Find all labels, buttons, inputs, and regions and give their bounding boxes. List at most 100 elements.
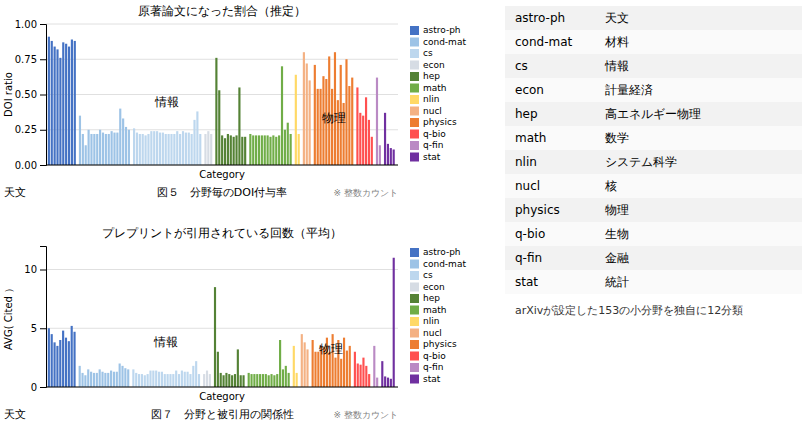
bar — [373, 346, 375, 387]
bar — [387, 378, 389, 387]
legend-item: cs — [410, 270, 433, 280]
legend-swatch — [410, 84, 419, 93]
bar — [371, 137, 373, 165]
bar — [65, 338, 67, 387]
legend-item: nlin — [410, 316, 439, 326]
y-tick-label: 10 — [24, 264, 37, 275]
legend-label: cond-mat — [423, 37, 466, 47]
chart: 0.000.250.500.751.00原著論文になった割合（推定）DOI ra… — [3, 4, 466, 199]
bar — [133, 128, 135, 165]
bar — [119, 364, 121, 388]
legend-label: astro-ph — [423, 25, 461, 35]
table-value: 物理 — [605, 203, 629, 217]
bar — [314, 65, 316, 165]
bar — [368, 120, 370, 165]
bar — [71, 40, 73, 165]
legend: astro-phcond-matcseconhepmathnlinnuclphy… — [410, 247, 466, 384]
y-axis-line — [40, 247, 47, 388]
legend-swatch — [410, 294, 419, 303]
bar — [393, 258, 395, 387]
legend-label: astro-ph — [423, 247, 461, 257]
bar — [267, 135, 269, 165]
bar — [256, 374, 258, 387]
bar — [214, 287, 216, 387]
legend-swatch — [410, 95, 419, 104]
bar — [84, 375, 86, 387]
bar — [81, 373, 83, 387]
bar — [365, 97, 367, 165]
bar — [225, 373, 227, 387]
table-row — [505, 150, 802, 174]
bar — [230, 135, 232, 165]
bar — [224, 138, 226, 165]
y-tick-label: 0.25 — [15, 124, 37, 135]
legend-item: math — [410, 305, 447, 315]
bar — [242, 375, 244, 387]
y-tick: 0 — [31, 382, 46, 393]
bar — [317, 352, 319, 387]
bar — [170, 134, 172, 165]
page: 0.000.250.500.751.00原著論文になった割合（推定）DOI ra… — [0, 0, 807, 443]
table-key: cond-mat — [515, 35, 573, 49]
bar — [249, 134, 251, 165]
bar — [62, 42, 64, 165]
bar — [56, 49, 58, 165]
table-value: 核 — [604, 179, 617, 193]
legend-swatch — [410, 329, 419, 338]
y-tick: 1.00 — [15, 19, 46, 30]
bar — [111, 131, 113, 165]
bar — [138, 374, 140, 387]
bar — [198, 374, 200, 387]
bar — [187, 372, 189, 387]
legend-swatch — [410, 153, 419, 162]
caption: 図７ 分野と被引用の関係性 — [151, 408, 294, 421]
bar — [161, 372, 163, 387]
table-value: 統計 — [605, 275, 629, 289]
bar — [295, 75, 297, 165]
bar — [73, 332, 75, 387]
bar — [258, 135, 260, 165]
bar — [113, 133, 115, 165]
bar — [317, 89, 319, 165]
legend-label: q-fin — [423, 140, 443, 150]
legend-label: cs — [423, 48, 433, 58]
legend-label: physics — [423, 117, 457, 127]
bar — [105, 134, 107, 165]
grid-line — [46, 165, 398, 166]
y-tick-label: 0.00 — [15, 160, 37, 171]
bar — [334, 358, 336, 387]
table-value: 材料 — [604, 35, 629, 49]
bar — [279, 340, 281, 387]
legend-item: cs — [410, 48, 433, 58]
bar — [113, 372, 115, 387]
bar — [179, 134, 181, 165]
bar — [276, 374, 278, 387]
legend-label: econ — [423, 282, 445, 292]
bar — [184, 372, 186, 387]
bar — [206, 371, 208, 387]
bar — [252, 135, 254, 165]
legend-swatch — [410, 375, 419, 384]
legend-item: astro-ph — [410, 25, 461, 35]
caption: 図５ 分野毎のDOI付与率 — [157, 186, 287, 199]
y-tick-mark — [40, 130, 46, 131]
bar — [331, 89, 333, 165]
legend-label: nucl — [423, 106, 442, 116]
bar — [164, 374, 166, 387]
bar — [124, 368, 126, 387]
bar — [253, 374, 255, 387]
legend-swatch — [410, 26, 419, 35]
legend-label: nucl — [423, 328, 442, 338]
bar — [116, 133, 118, 165]
y-tick-mark — [40, 387, 46, 388]
legend-item: nucl — [410, 106, 442, 116]
legend-swatch — [410, 363, 419, 372]
y-tick: 5 — [31, 323, 46, 334]
legend-item: econ — [410, 60, 445, 70]
bar — [125, 127, 127, 165]
y-axis: 0 5 10 — [24, 247, 46, 393]
bar — [181, 371, 183, 387]
chart-title: プレプリントが引用されている回数（平均） — [102, 226, 342, 240]
bar — [362, 358, 364, 387]
bar — [329, 352, 331, 387]
